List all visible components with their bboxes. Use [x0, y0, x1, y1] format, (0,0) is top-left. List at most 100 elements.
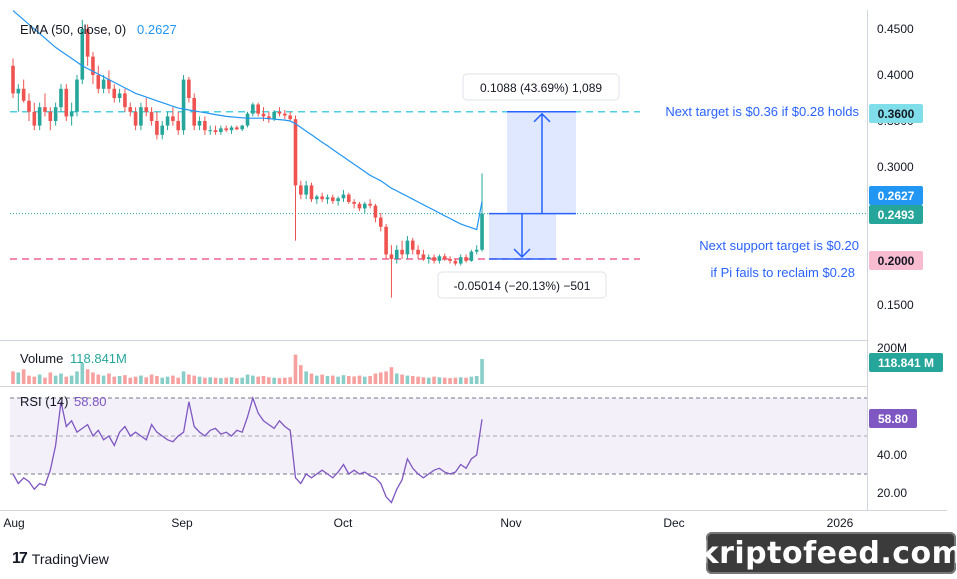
rsi-axis[interactable]: 20.00 40.00 — [877, 448, 907, 500]
candle-body — [378, 217, 383, 227]
volume-bar — [480, 359, 484, 384]
price-tick-label: 0.4000 — [877, 68, 914, 82]
candle-body — [213, 130, 218, 133]
volume-legend-label[interactable]: Volume — [20, 351, 63, 366]
volume-bar — [453, 377, 458, 384]
volume-bar — [176, 377, 181, 384]
volume-bar — [37, 374, 42, 384]
volume-bar — [85, 369, 90, 384]
volume-bar — [389, 367, 394, 384]
svg-text:0.3600: 0.3600 — [878, 107, 915, 121]
candle-body — [368, 203, 372, 206]
volume-bar — [336, 376, 340, 384]
candle-body — [293, 119, 298, 186]
volume-bar — [267, 377, 271, 384]
volume-bar — [304, 371, 308, 384]
svg-text:0.2000: 0.2000 — [878, 254, 915, 268]
volume-bar — [299, 365, 303, 384]
candle-body — [224, 128, 228, 131]
volume-bar — [133, 376, 138, 384]
target-price-badge: 0.3600 — [869, 104, 923, 123]
candle-body — [341, 194, 346, 199]
candle-body — [469, 251, 474, 261]
volume-bar — [448, 378, 452, 384]
volume-bar — [442, 377, 447, 384]
volume-bar — [288, 377, 292, 384]
volume-bar — [213, 377, 218, 384]
support-note-line1[interactable]: Next support target is $0.20 — [699, 238, 859, 253]
ema-price-badge: 0.2627 — [869, 186, 923, 205]
candle-body — [21, 88, 26, 101]
ema-legend-label[interactable]: EMA (50, close, 0) — [20, 22, 126, 37]
rsi-badge: 58.80 — [869, 409, 917, 428]
volume-bar — [64, 376, 69, 384]
volume-bar — [346, 376, 351, 384]
candle-body — [176, 121, 181, 131]
volume-bar — [155, 376, 159, 384]
candle-body — [139, 107, 143, 126]
measure-up-label: 0.1088 (43.69%) 1,089 — [462, 73, 620, 101]
rsi-legend-label[interactable]: RSI (14) — [20, 394, 68, 409]
candle-body — [389, 254, 394, 259]
volume-bar — [171, 375, 175, 384]
volume-bar — [352, 376, 356, 384]
volume-bar — [123, 375, 127, 384]
time-tick-label: Sep — [171, 516, 193, 530]
volume-bar — [474, 376, 479, 384]
volume-axis-tick: 200M — [877, 341, 907, 355]
candle-body — [37, 107, 42, 126]
volume-bar — [224, 377, 228, 384]
candle-body — [192, 98, 197, 126]
last-price-badge: 0.2493 — [869, 205, 923, 224]
candle-body — [426, 257, 431, 259]
time-tick-label: 2026 — [827, 516, 854, 530]
volume-bar — [410, 376, 415, 384]
next-target-note[interactable]: Next target is $0.36 if $0.28 holds — [665, 104, 859, 119]
tradingview-logo[interactable]: 17 TradingView — [12, 550, 109, 568]
candle-body — [32, 111, 37, 126]
volume-bar — [203, 377, 207, 384]
candle-body — [464, 257, 468, 261]
candle-body — [309, 185, 314, 200]
candle-body — [112, 88, 117, 98]
price-tick-label: 0.3000 — [877, 160, 914, 174]
candle-body — [187, 79, 191, 98]
volume-bar — [405, 375, 410, 384]
volume-bar — [432, 376, 436, 384]
candle-body — [336, 198, 340, 202]
candle-body — [362, 203, 367, 209]
candle-body — [346, 194, 351, 202]
candle-body — [299, 185, 303, 195]
candle-body — [155, 121, 159, 135]
candle-body — [27, 100, 31, 112]
candle-body — [53, 107, 58, 121]
volume-bar — [80, 363, 85, 384]
support-note-line2[interactable]: if Pi fails to reclaim $0.28 — [710, 265, 855, 280]
price-tick-label: 0.1500 — [877, 298, 914, 312]
time-axis[interactable]: Aug Sep Oct Nov Dec 2026 — [3, 516, 853, 530]
volume-bar — [416, 376, 420, 384]
candle-body — [325, 197, 330, 200]
volume-bar — [341, 375, 346, 384]
candle-body — [437, 256, 442, 261]
volume-bar — [464, 377, 468, 384]
candle-body — [48, 111, 53, 121]
candle-body — [43, 107, 47, 112]
svg-text:0.2493: 0.2493 — [878, 208, 915, 222]
time-tick-label: Aug — [3, 516, 24, 530]
candle-body — [251, 104, 255, 114]
time-tick-label: Dec — [663, 516, 684, 530]
candle-body — [229, 127, 234, 131]
candle-body — [59, 88, 63, 108]
rsi-pane[interactable] — [10, 388, 867, 510]
svg-text:58.80: 58.80 — [878, 412, 908, 426]
volume-bar — [272, 377, 276, 384]
volume-bar — [378, 372, 383, 384]
candle-body — [64, 88, 69, 117]
candle-body — [421, 254, 426, 259]
volume-bar — [362, 376, 367, 384]
volume-bar — [235, 378, 239, 384]
candle-body — [416, 249, 420, 255]
volume-bar — [117, 376, 122, 384]
volume-bar — [69, 375, 74, 384]
